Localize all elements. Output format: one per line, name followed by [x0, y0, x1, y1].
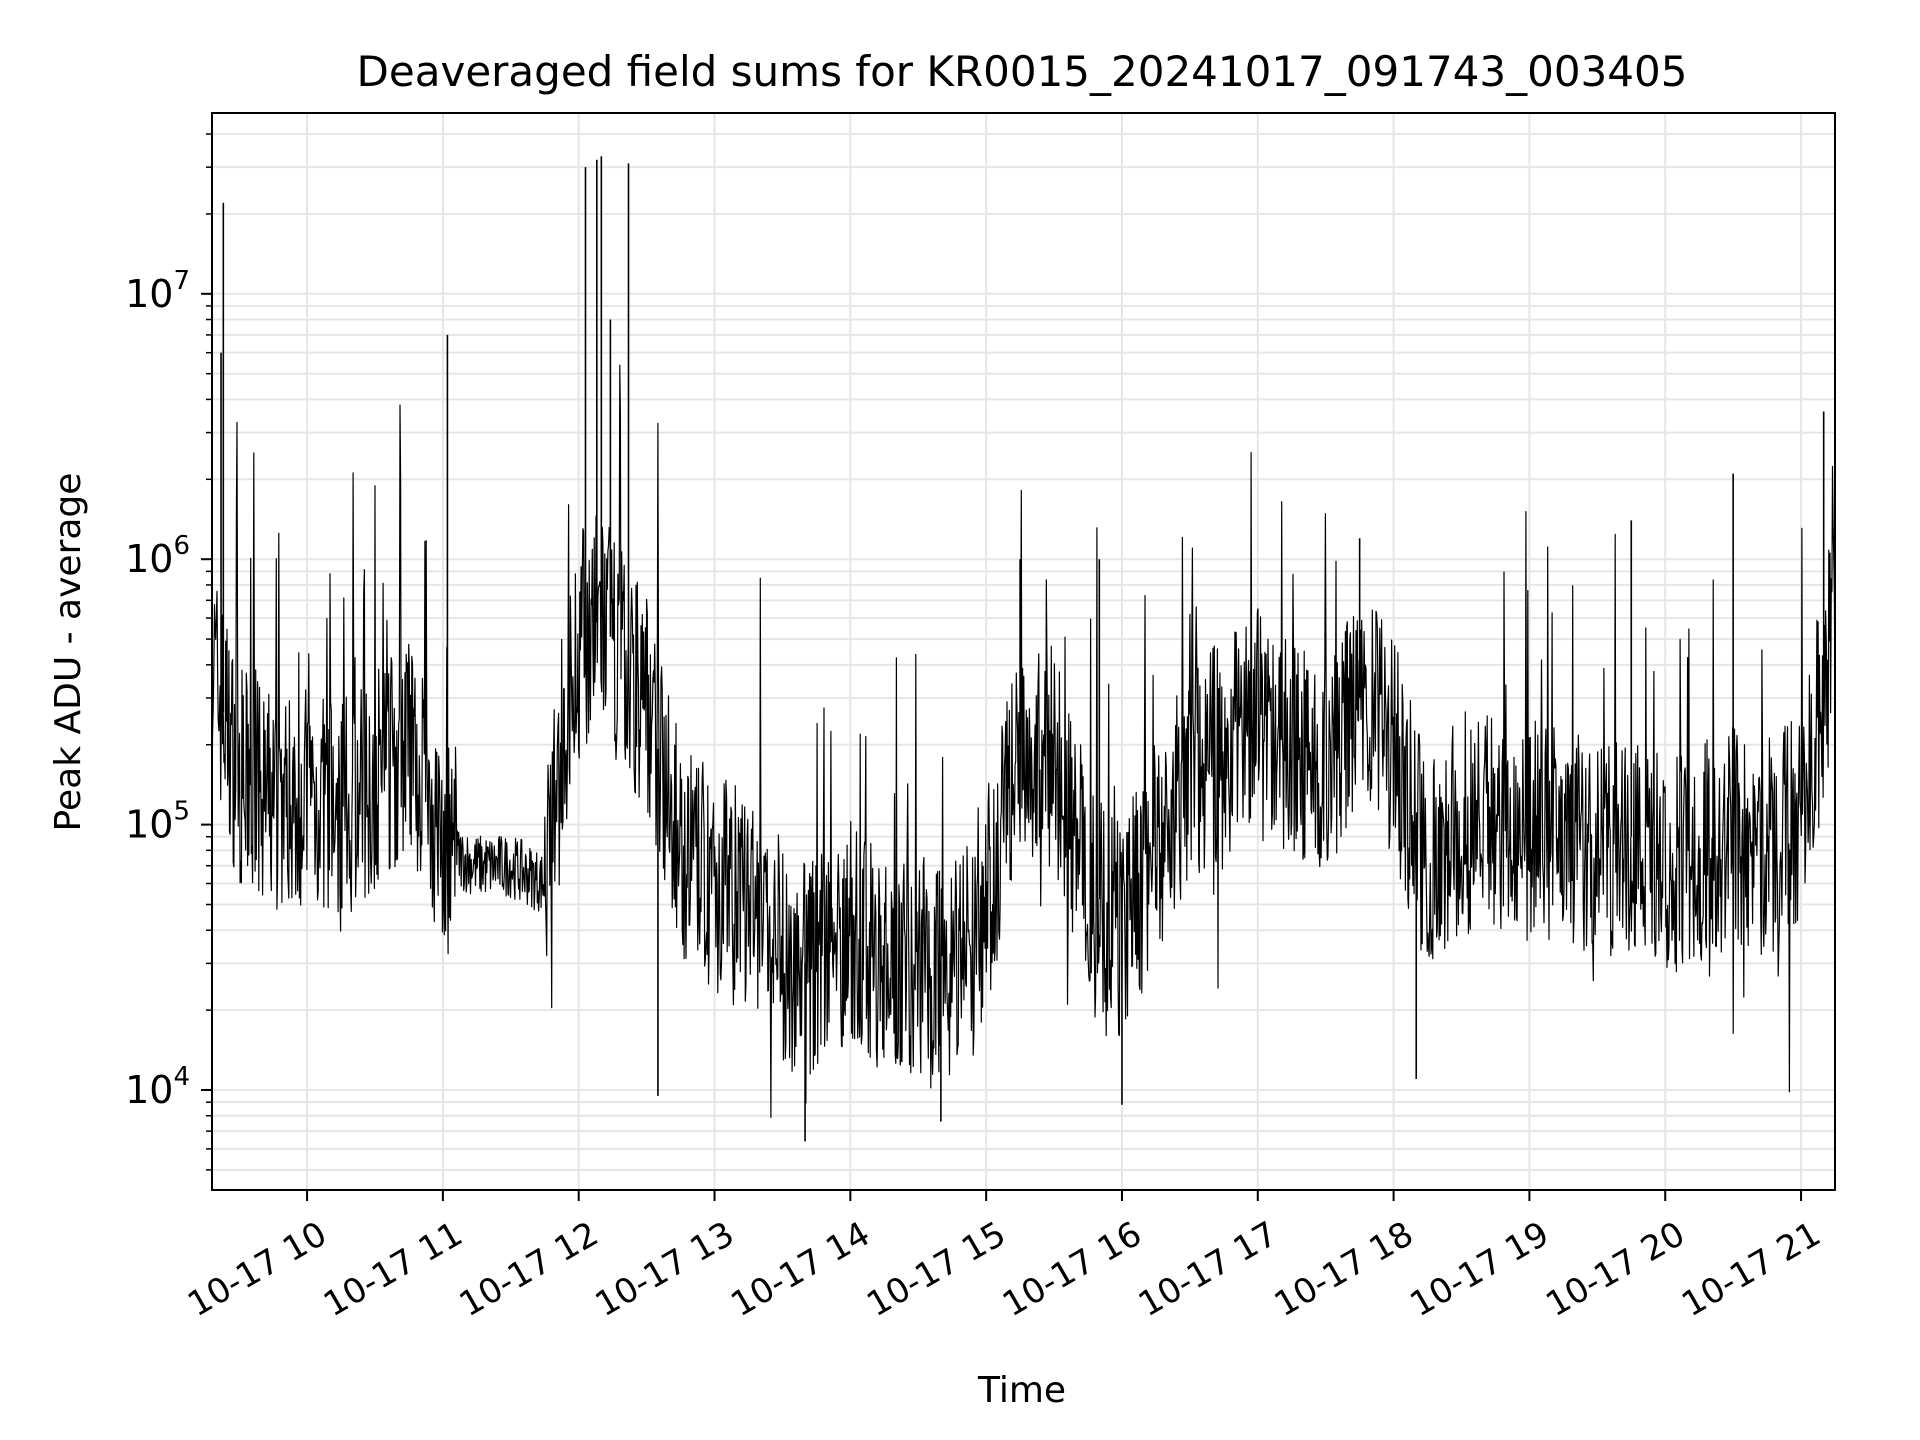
x-tick-label: 10-17 14: [724, 1214, 876, 1325]
series-line: [211, 364, 1836, 1118]
x-tick-label: 10-17 15: [860, 1214, 1012, 1325]
x-tick-label: 10-17 10: [181, 1214, 333, 1325]
x-tick-label: 10-17 13: [589, 1214, 741, 1325]
x-tick-label: 10-17 21: [1675, 1214, 1827, 1325]
plot-frame: [211, 112, 1836, 1191]
y-tick-label: 107: [125, 266, 190, 316]
y-tick-label: 104: [125, 1062, 190, 1112]
y-tick-label: 105: [125, 797, 190, 847]
series-layer: [211, 156, 1836, 1142]
grid-major: [212, 113, 1835, 1190]
x-tick-label: 10-17 19: [1404, 1214, 1556, 1325]
y-axis: 104 105 106 107: [125, 133, 212, 1171]
x-tick-label: 10-17 20: [1539, 1214, 1691, 1325]
x-tick-label: 10-17 12: [453, 1214, 605, 1325]
x-tick-label: 10-17 17: [1132, 1214, 1284, 1325]
x-tick-label: 10-17 11: [317, 1214, 469, 1325]
x-axis-label: Time: [977, 1370, 1066, 1411]
y-tick-label: 106: [125, 531, 190, 581]
y-axis-label: Peak ADU - average: [48, 473, 89, 832]
grid-minor: [212, 133, 1835, 1171]
x-tick-label: 10-17 16: [996, 1214, 1148, 1325]
x-tick-label: 10-17 18: [1268, 1214, 1420, 1325]
chart-title: Deaveraged field sums for KR0015_2024101…: [357, 47, 1688, 96]
